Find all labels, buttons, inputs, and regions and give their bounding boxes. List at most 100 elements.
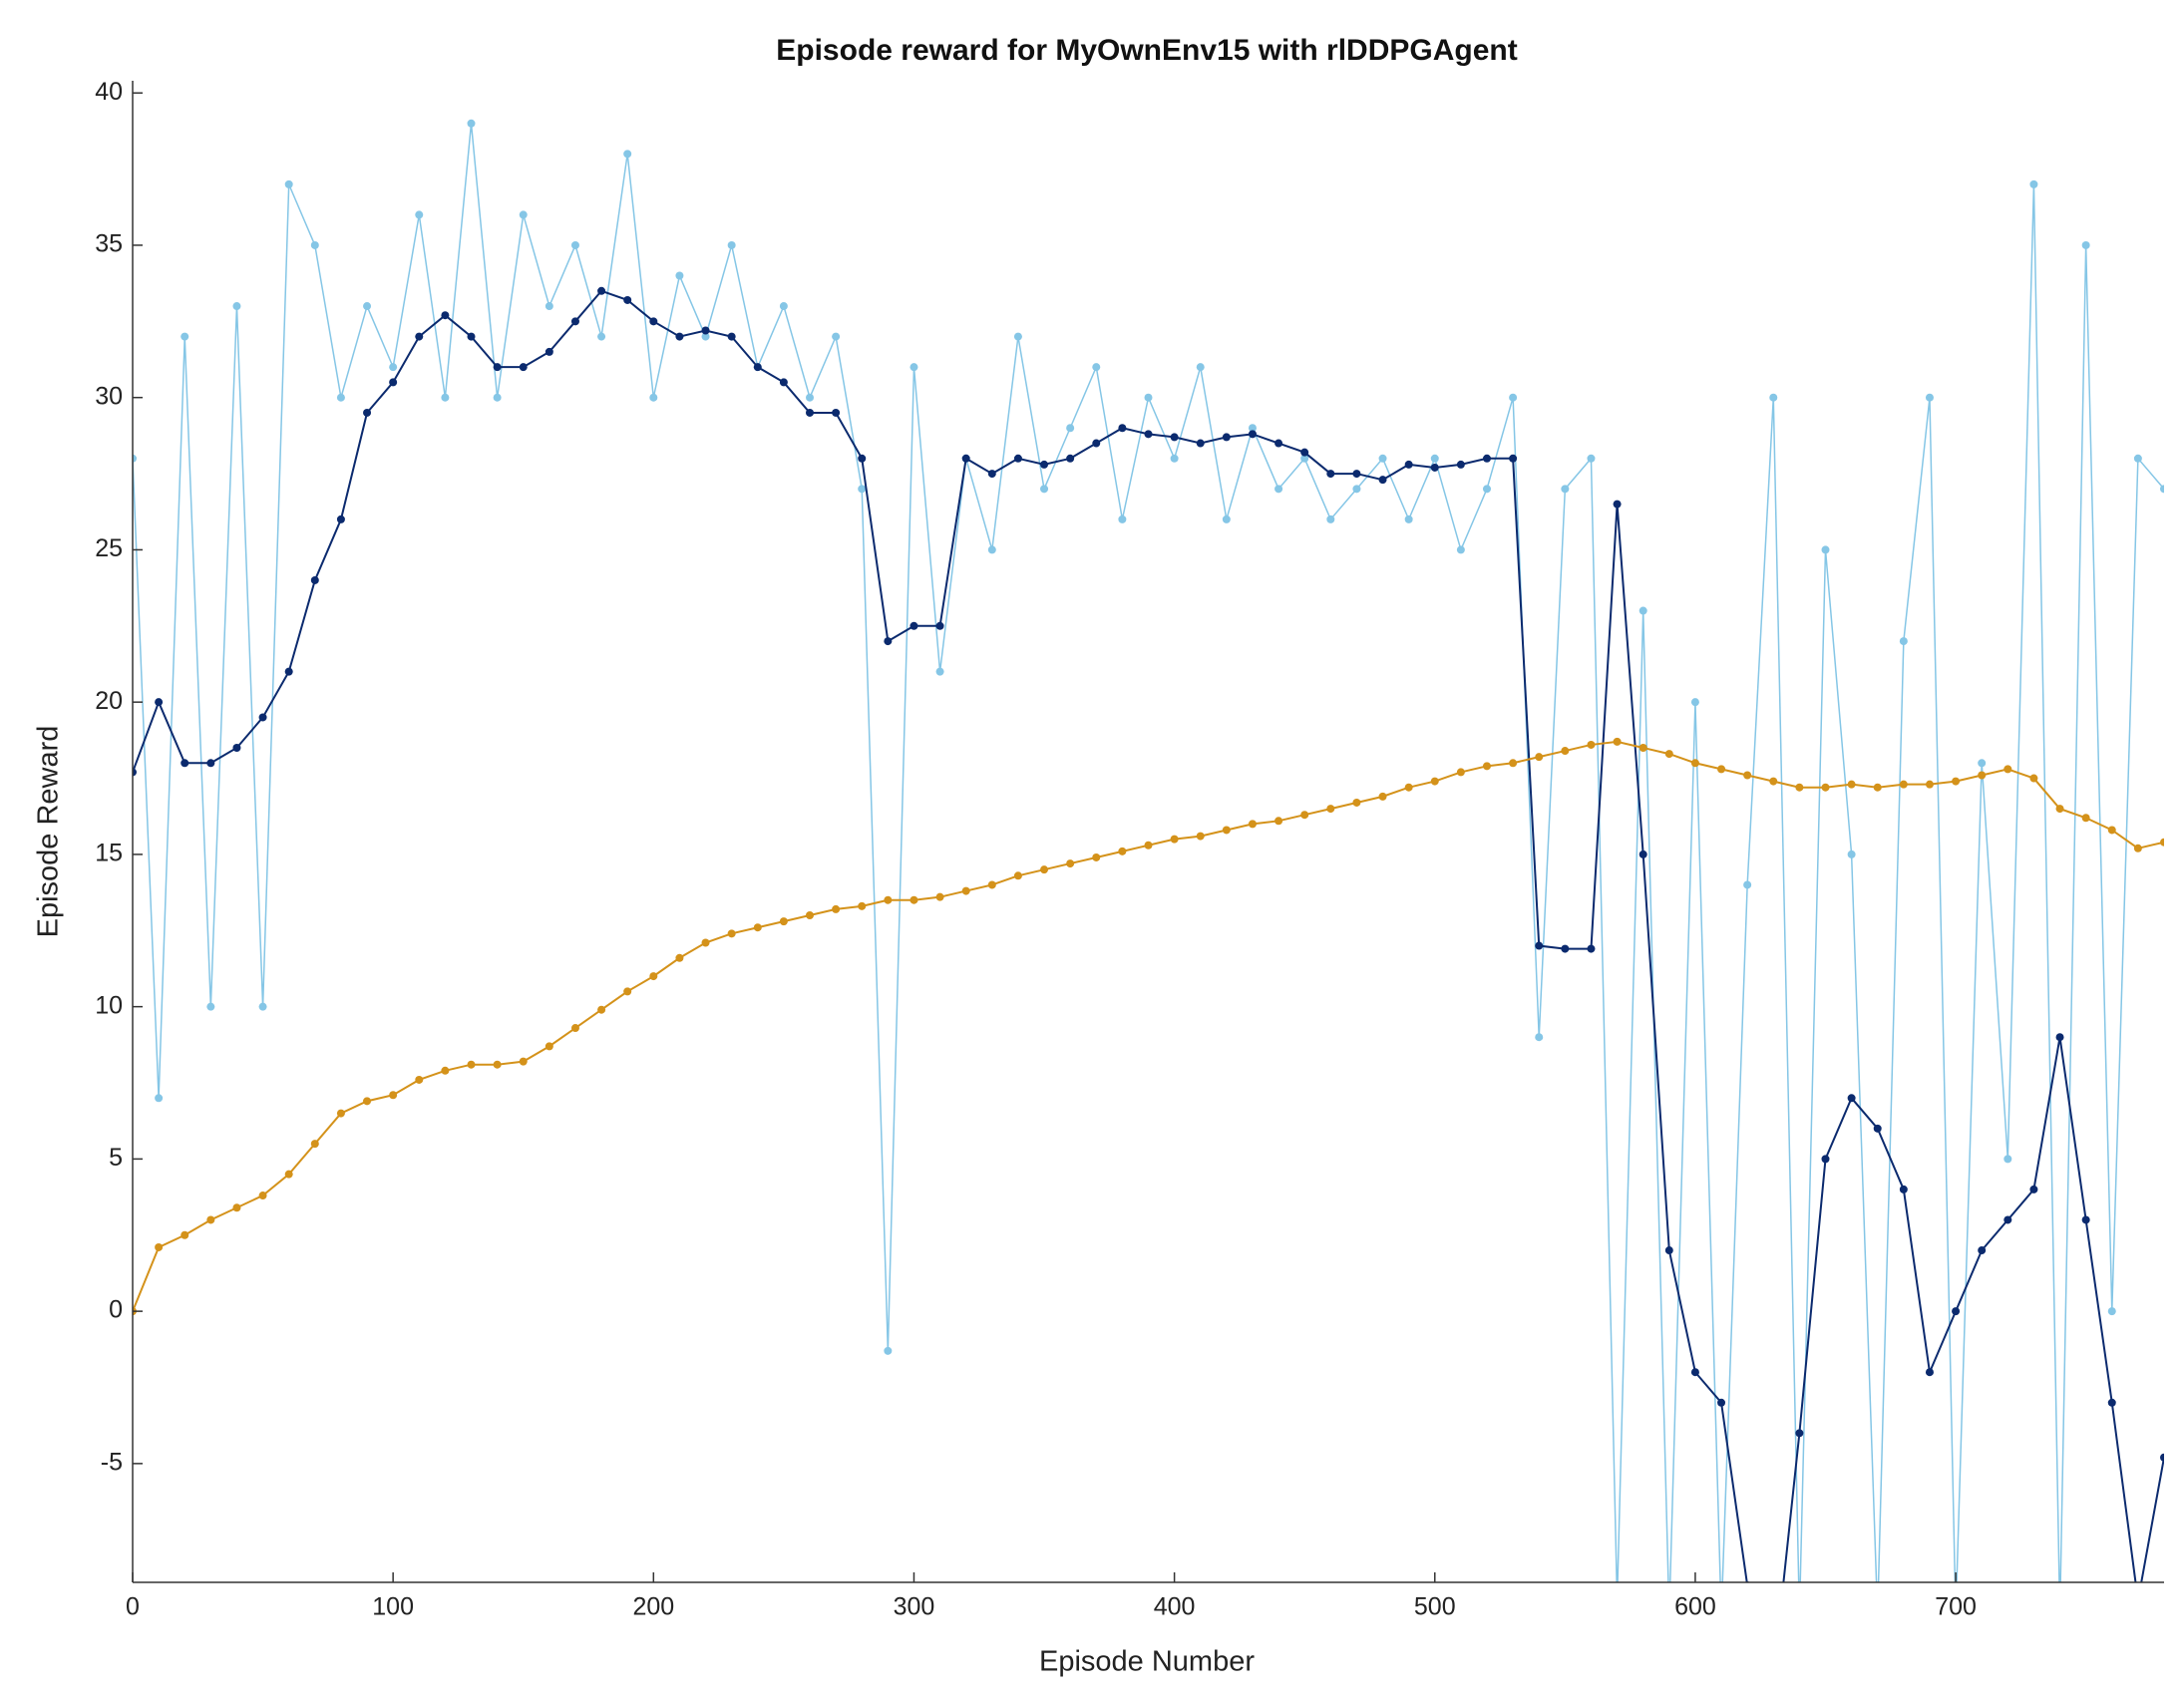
x-tick-label: 700 xyxy=(1935,1593,1977,1621)
chart-title: Episode reward for MyOwnEnv15 with rlDDP… xyxy=(776,34,1517,67)
series-marker xyxy=(133,454,137,463)
series-marker xyxy=(389,378,398,387)
series-marker xyxy=(1144,841,1153,850)
series-marker xyxy=(519,363,528,372)
series-marker xyxy=(1430,463,1439,472)
series-marker xyxy=(1404,460,1413,469)
series-marker xyxy=(519,210,528,219)
x-tick-label: 300 xyxy=(894,1593,935,1621)
y-tick-label: 30 xyxy=(95,382,123,410)
series-marker xyxy=(701,332,710,341)
series-marker xyxy=(336,393,345,402)
series-marker xyxy=(1925,780,1934,789)
series-marker xyxy=(1404,783,1413,792)
series-marker xyxy=(441,1066,450,1075)
series-marker xyxy=(1587,944,1596,953)
series-marker xyxy=(1509,454,1518,463)
series-marker xyxy=(1899,1185,1908,1193)
series-marker xyxy=(1664,750,1673,759)
y-tick-label: 10 xyxy=(95,991,123,1019)
series-marker xyxy=(441,393,450,402)
series-marker xyxy=(1040,460,1049,469)
series-marker xyxy=(2055,805,2064,814)
series-marker xyxy=(1118,514,1127,523)
series-marker xyxy=(2160,485,2164,494)
series-marker xyxy=(2003,1215,2012,1224)
series-marker xyxy=(1483,454,1491,463)
series-marker xyxy=(1899,637,1908,646)
y-tick-label: 40 xyxy=(95,78,123,106)
series-marker xyxy=(675,332,684,341)
series-marker xyxy=(1769,1673,1777,1681)
series-marker xyxy=(1196,363,1205,372)
series-marker xyxy=(753,363,762,372)
series-marker xyxy=(858,485,867,494)
series-line xyxy=(133,123,2164,1582)
series-marker xyxy=(1248,820,1257,829)
series-marker xyxy=(1717,1398,1726,1407)
series-marker xyxy=(1509,393,1518,402)
series-marker xyxy=(1222,433,1231,442)
series-marker xyxy=(987,470,996,479)
series-marker xyxy=(545,347,553,356)
series-marker xyxy=(2133,844,2142,852)
x-tick-label: 500 xyxy=(1414,1593,1456,1621)
series-marker xyxy=(570,317,579,326)
series-marker xyxy=(1013,332,1022,341)
series-marker xyxy=(1326,805,1335,814)
series-marker xyxy=(441,311,450,320)
x-tick-label: 200 xyxy=(632,1593,674,1621)
series-marker xyxy=(415,332,424,341)
series-marker xyxy=(1456,768,1465,777)
series-marker xyxy=(2107,1307,2116,1316)
series-marker xyxy=(1847,1094,1856,1103)
series-marker xyxy=(2029,1185,2038,1193)
series-marker xyxy=(1873,1124,1882,1133)
series-marker xyxy=(2160,1453,2164,1462)
series-marker xyxy=(1613,737,1622,746)
series-marker xyxy=(1535,753,1544,762)
series-marker xyxy=(493,363,502,372)
series-marker xyxy=(623,987,632,996)
series-marker xyxy=(649,972,658,981)
series-marker xyxy=(1326,470,1335,479)
series-marker xyxy=(310,1140,319,1149)
series-marker xyxy=(1222,826,1231,835)
series-marker xyxy=(1873,783,1882,792)
y-axis-label: Episode Reward xyxy=(33,726,65,938)
series-marker xyxy=(910,895,918,904)
series-marker xyxy=(779,378,788,387)
series-marker xyxy=(1013,454,1022,463)
series-marker xyxy=(181,1230,189,1239)
series-marker xyxy=(832,904,841,913)
series-marker xyxy=(2160,838,2164,847)
series-marker xyxy=(1040,865,1049,874)
series-marker xyxy=(258,1002,267,1011)
series-marker xyxy=(206,1002,215,1011)
series-marker xyxy=(2003,1155,2012,1164)
series-marker xyxy=(336,1109,345,1118)
series-marker xyxy=(727,929,736,938)
series-marker xyxy=(1300,811,1309,820)
series-marker xyxy=(1144,430,1153,439)
series-marker xyxy=(336,514,345,523)
series-marker xyxy=(832,408,841,417)
y-tick-label: 0 xyxy=(109,1296,123,1324)
series-marker xyxy=(1952,1307,1961,1316)
series-marker xyxy=(1326,514,1335,523)
series-marker xyxy=(206,759,215,768)
series-marker xyxy=(545,302,553,311)
series-marker xyxy=(1040,485,1049,494)
series-marker xyxy=(389,363,398,372)
series-marker xyxy=(858,901,867,910)
series-marker xyxy=(649,393,658,402)
series-marker xyxy=(133,768,137,777)
series-marker xyxy=(961,886,970,895)
series-marker xyxy=(1690,698,1699,707)
x-tick-label: 0 xyxy=(126,1593,140,1621)
series-marker xyxy=(1795,1612,1803,1620)
series-marker xyxy=(2081,1215,2090,1224)
x-tick-label: 600 xyxy=(1674,1593,1716,1621)
series-marker xyxy=(1170,454,1179,463)
series-marker xyxy=(1769,393,1778,402)
